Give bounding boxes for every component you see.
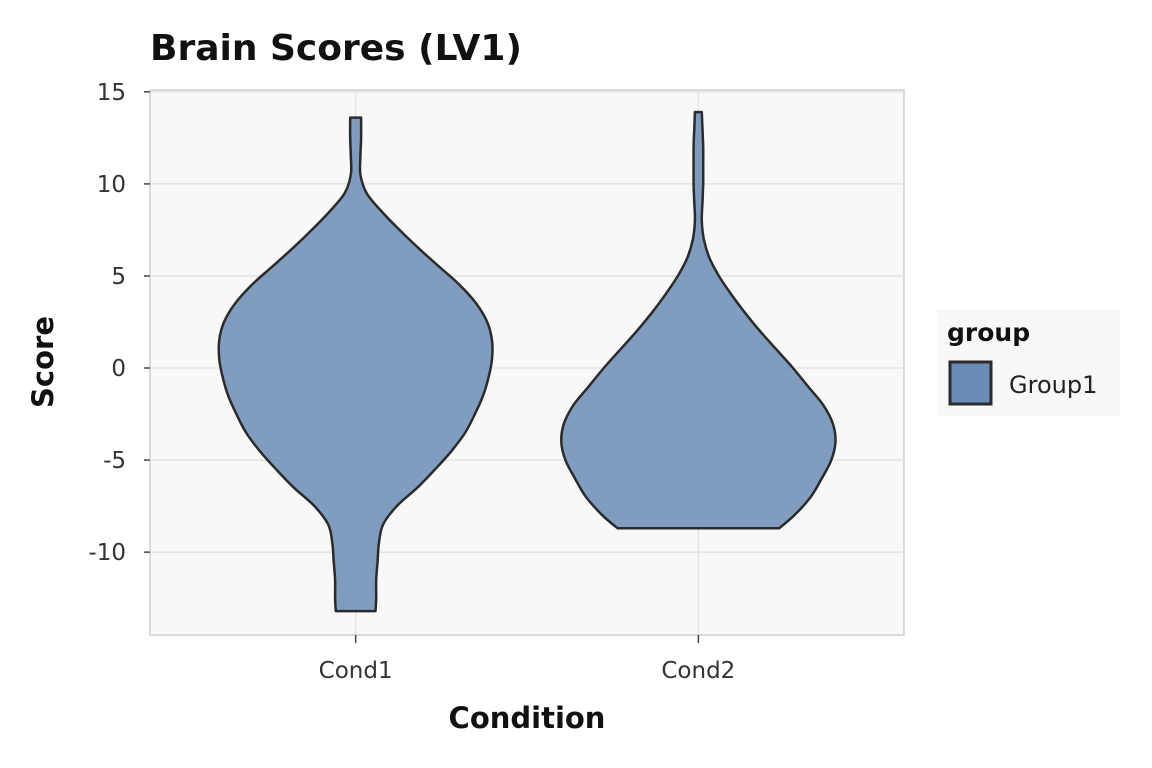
violin-cond1 xyxy=(217,116,494,613)
chart-title: Brain Scores (LV1) xyxy=(150,28,522,69)
legend: group Group1 xyxy=(937,309,1120,416)
x-axis-title: Condition xyxy=(449,701,606,735)
legend-key-group1 xyxy=(948,360,993,406)
y-tick-label: 10 xyxy=(97,172,126,198)
y-axis: 15 10 5 0 -5 -10 xyxy=(88,80,150,566)
violins xyxy=(217,110,837,613)
y-tick-label: 5 xyxy=(111,264,126,290)
y-axis-title: Score xyxy=(26,316,60,408)
y-tick-label: -5 xyxy=(103,448,126,474)
x-axis: Cond1 Cond2 xyxy=(319,635,735,684)
x-tick-label: Cond2 xyxy=(661,658,735,684)
x-tick-label: Cond1 xyxy=(319,658,393,684)
legend-label-group1: Group1 xyxy=(1009,371,1097,399)
y-tick-label: 15 xyxy=(97,80,126,106)
violin-cond2 xyxy=(559,110,837,530)
legend-title: group xyxy=(947,318,1030,347)
y-tick-label: -10 xyxy=(88,540,126,566)
y-tick-label: 0 xyxy=(111,356,126,382)
